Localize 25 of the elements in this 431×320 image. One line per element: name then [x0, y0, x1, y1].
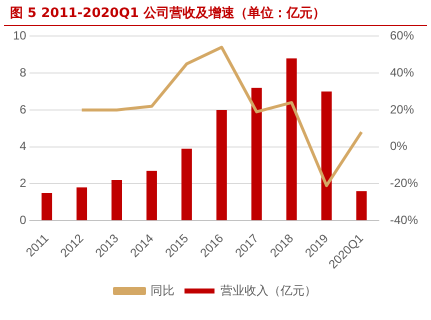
bar	[42, 192, 52, 220]
y-tick-label: 8	[20, 65, 27, 80]
bar	[216, 110, 227, 220]
y2-tick-label: 0%	[390, 139, 408, 154]
y2-tick-label: 60%	[390, 28, 414, 43]
y-tick-label: 2	[20, 176, 27, 190]
bar	[76, 187, 88, 220]
y-tick-label: 4	[20, 139, 27, 154]
y-tick-label: 6	[20, 102, 27, 116]
bar	[146, 170, 157, 220]
bar	[321, 92, 332, 220]
y2-tick-label: 40%	[390, 65, 414, 80]
legend-label: 同比	[150, 283, 174, 298]
bar	[251, 88, 262, 220]
bar	[286, 58, 297, 220]
bar	[181, 148, 192, 220]
y2-tick-label: 20%	[390, 102, 414, 116]
y2-tick-label: -20%	[390, 176, 418, 190]
y-tick-label: 10	[12, 28, 27, 43]
y-tick-label: 0	[20, 212, 27, 227]
y2-tick-label: -40%	[390, 212, 418, 227]
bar	[356, 191, 367, 220]
legend-label: 营业收入（亿元）	[220, 283, 316, 298]
bar	[112, 180, 122, 220]
chart-title: 图 5 2011-2020Q1 公司营收及增速（单位：亿元）	[4, 0, 427, 26]
